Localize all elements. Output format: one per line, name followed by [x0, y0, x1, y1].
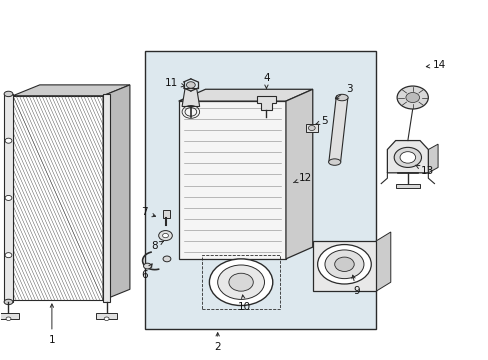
Circle shape — [5, 253, 12, 258]
Bar — [312, 241, 375, 291]
Polygon shape — [103, 85, 130, 300]
Polygon shape — [328, 98, 347, 162]
Polygon shape — [285, 89, 312, 259]
Circle shape — [186, 82, 195, 88]
Text: 2: 2 — [214, 333, 221, 352]
Text: 1: 1 — [48, 304, 55, 345]
Ellipse shape — [4, 91, 13, 96]
Circle shape — [325, 250, 363, 279]
Ellipse shape — [335, 94, 347, 101]
Text: 3: 3 — [335, 84, 352, 99]
Circle shape — [209, 259, 272, 306]
Text: 6: 6 — [141, 264, 152, 280]
Circle shape — [396, 86, 427, 109]
Polygon shape — [13, 96, 103, 300]
Text: 7: 7 — [141, 207, 155, 217]
Circle shape — [5, 138, 12, 143]
Polygon shape — [427, 144, 437, 173]
Bar — [202, 255, 280, 309]
Text: 13: 13 — [415, 165, 433, 176]
Circle shape — [6, 317, 11, 320]
Ellipse shape — [4, 299, 13, 305]
Bar — [103, 94, 110, 302]
Text: 4: 4 — [263, 73, 269, 89]
Bar — [162, 210, 170, 218]
Text: 10: 10 — [238, 295, 250, 312]
Circle shape — [228, 273, 253, 291]
Text: 8: 8 — [151, 241, 163, 251]
Bar — [96, 313, 117, 319]
Ellipse shape — [328, 159, 340, 165]
Circle shape — [217, 265, 264, 300]
Polygon shape — [13, 85, 130, 96]
Circle shape — [143, 263, 151, 269]
Circle shape — [104, 317, 109, 320]
Circle shape — [334, 257, 353, 271]
Text: 14: 14 — [426, 60, 445, 70]
Circle shape — [399, 152, 415, 163]
Bar — [178, 101, 285, 259]
Circle shape — [5, 195, 12, 201]
Text: 9: 9 — [351, 275, 359, 296]
Circle shape — [158, 230, 172, 240]
Bar — [144, 51, 375, 329]
Bar — [395, 184, 419, 188]
Polygon shape — [178, 89, 312, 101]
Circle shape — [393, 147, 421, 167]
Circle shape — [163, 256, 170, 262]
Circle shape — [308, 126, 315, 131]
Circle shape — [405, 93, 419, 103]
Circle shape — [162, 233, 168, 238]
Text: 11: 11 — [164, 78, 184, 88]
Bar — [305, 124, 317, 132]
Bar — [0, 313, 19, 319]
Polygon shape — [375, 232, 390, 291]
Circle shape — [317, 244, 370, 284]
Bar — [4, 94, 13, 302]
Polygon shape — [256, 96, 276, 110]
Text: 5: 5 — [315, 116, 327, 126]
Polygon shape — [182, 89, 199, 107]
Polygon shape — [386, 140, 427, 173]
Text: 12: 12 — [293, 173, 311, 183]
